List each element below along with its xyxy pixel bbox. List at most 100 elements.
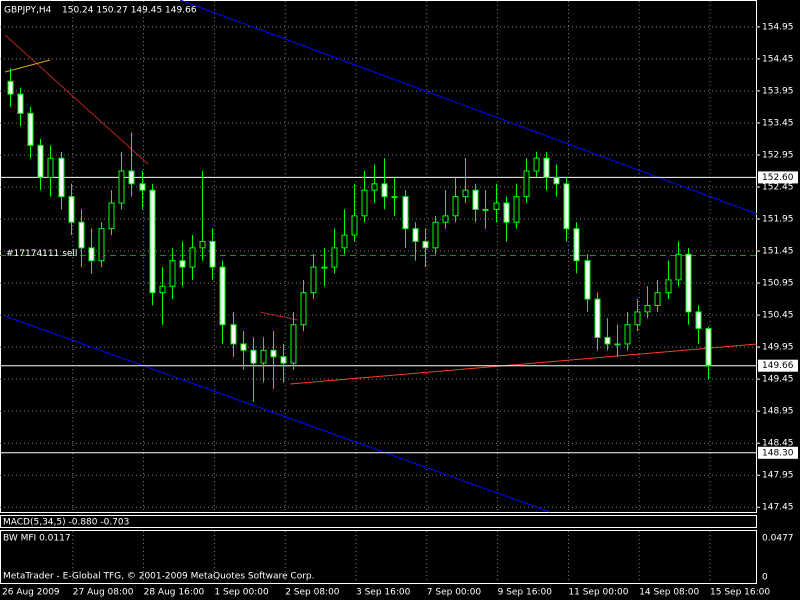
candle-body [159,285,166,294]
y-tick-label: 154.95 [762,22,794,32]
price-label-box [758,171,798,184]
macd-label: MACD(5,34,5) -0.880 -0.703 [3,518,129,528]
candle-body [108,202,115,230]
price-label: 149.66 [762,361,794,371]
candle-body [371,183,378,191]
candle-body [290,324,297,364]
candle-body [149,189,156,294]
candle-body [675,253,682,281]
candle-body [381,183,388,198]
y-tick-label: 148.45 [762,439,794,449]
macd-frame [0,515,757,528]
candle-body [7,80,14,95]
candle-body [199,240,206,249]
y-tick-label: 149.95 [762,343,794,353]
channel-top [179,0,758,215]
candle-body [402,196,409,230]
candle-body [472,189,479,210]
y-tick-label: 153.45 [762,118,794,128]
x-tick-label: 1 Sep 00:00 [214,588,269,598]
y-tick-label: 147.95 [762,471,794,481]
candle-body [452,196,459,217]
candle-body [230,324,237,345]
mfi-tick: 0.0477 [762,534,794,544]
chart-title: GBPJPY,H4 [4,6,52,16]
x-tick-label: 28 Aug 16:00 [144,588,205,598]
resistance-line [4,34,149,165]
candle-body [523,170,530,198]
candle-body [270,349,277,358]
candle-body [584,260,591,300]
quote: 150.24 150.27 149.45 149.66 [62,6,197,16]
candle-body [169,260,176,287]
candle-body [179,260,186,268]
y-tick-label: 147.45 [762,503,794,513]
candle-body [341,234,348,249]
candle-body [533,157,540,172]
candle-body [543,157,550,178]
mfi-label: BW MFI 0.0117 [3,534,71,544]
candle-body [27,112,34,146]
x-tick-label: 3 Sep 16:00 [356,588,411,598]
y-tick-label: 151.45 [762,247,794,257]
candle-body [209,240,216,268]
price-label: 152.60 [762,173,794,183]
y-tick-label: 151.95 [762,215,794,225]
y-tick-label: 152.95 [762,150,794,160]
candle-body [310,266,317,294]
candle-body [493,202,500,210]
candle-body [563,183,570,230]
y-tick-label: 152.45 [762,183,794,193]
candle-body [665,279,672,294]
price-label-box [758,359,798,372]
candle-body [139,183,146,191]
y-tick-label: 150.45 [762,311,794,321]
candle-body [614,343,621,346]
x-tick-label: 14 Sep 08:00 [639,588,699,598]
x-tick-label: 26 Aug 2009 [2,588,60,598]
candle-body [128,170,135,185]
candle-body [260,349,267,364]
watermark: MetaTrader - E-Global TFG, © 2001-2009 M… [3,572,315,582]
candle-body [118,170,125,204]
candle-body [482,208,489,211]
short-line [4,59,51,73]
candle-body [442,215,449,223]
y-tick-label: 150.95 [762,279,794,289]
candle-body [331,247,338,268]
candle-body [644,304,651,313]
x-tick-label: 2 Sep 08:00 [285,588,340,598]
candle-body [462,189,469,198]
candle-body [412,228,419,242]
x-tick-label: 11 Sep 00:00 [568,588,628,598]
x-tick-label: 27 Aug 08:00 [73,588,134,598]
candle-body [624,324,631,345]
candle-body [189,247,196,268]
candle-body [98,228,105,262]
candle-body [513,196,520,223]
candle-body [573,228,580,262]
x-tick-label: 15 Sep 16:00 [710,588,770,598]
candle-body [695,311,702,330]
main-frame [0,0,757,513]
candle-body [685,253,692,313]
order-label: #17174111 sell [6,249,77,259]
candle-body [300,292,307,326]
candle-body [604,337,611,345]
price-label-box [758,446,798,459]
price-label: 148.30 [762,448,794,458]
candle-body [634,311,641,326]
candle-body [88,247,95,262]
support-line [289,343,758,385]
candle-body [553,176,560,185]
candle-body [240,343,247,351]
y-tick-label: 148.95 [762,407,794,417]
candle-body [250,349,257,364]
candle-body [503,202,510,223]
y-tick-label: 149.45 [762,375,794,385]
channel-bottom [4,315,551,513]
candle-body [654,292,661,306]
candle-body [705,328,712,367]
candle-body [47,157,54,178]
